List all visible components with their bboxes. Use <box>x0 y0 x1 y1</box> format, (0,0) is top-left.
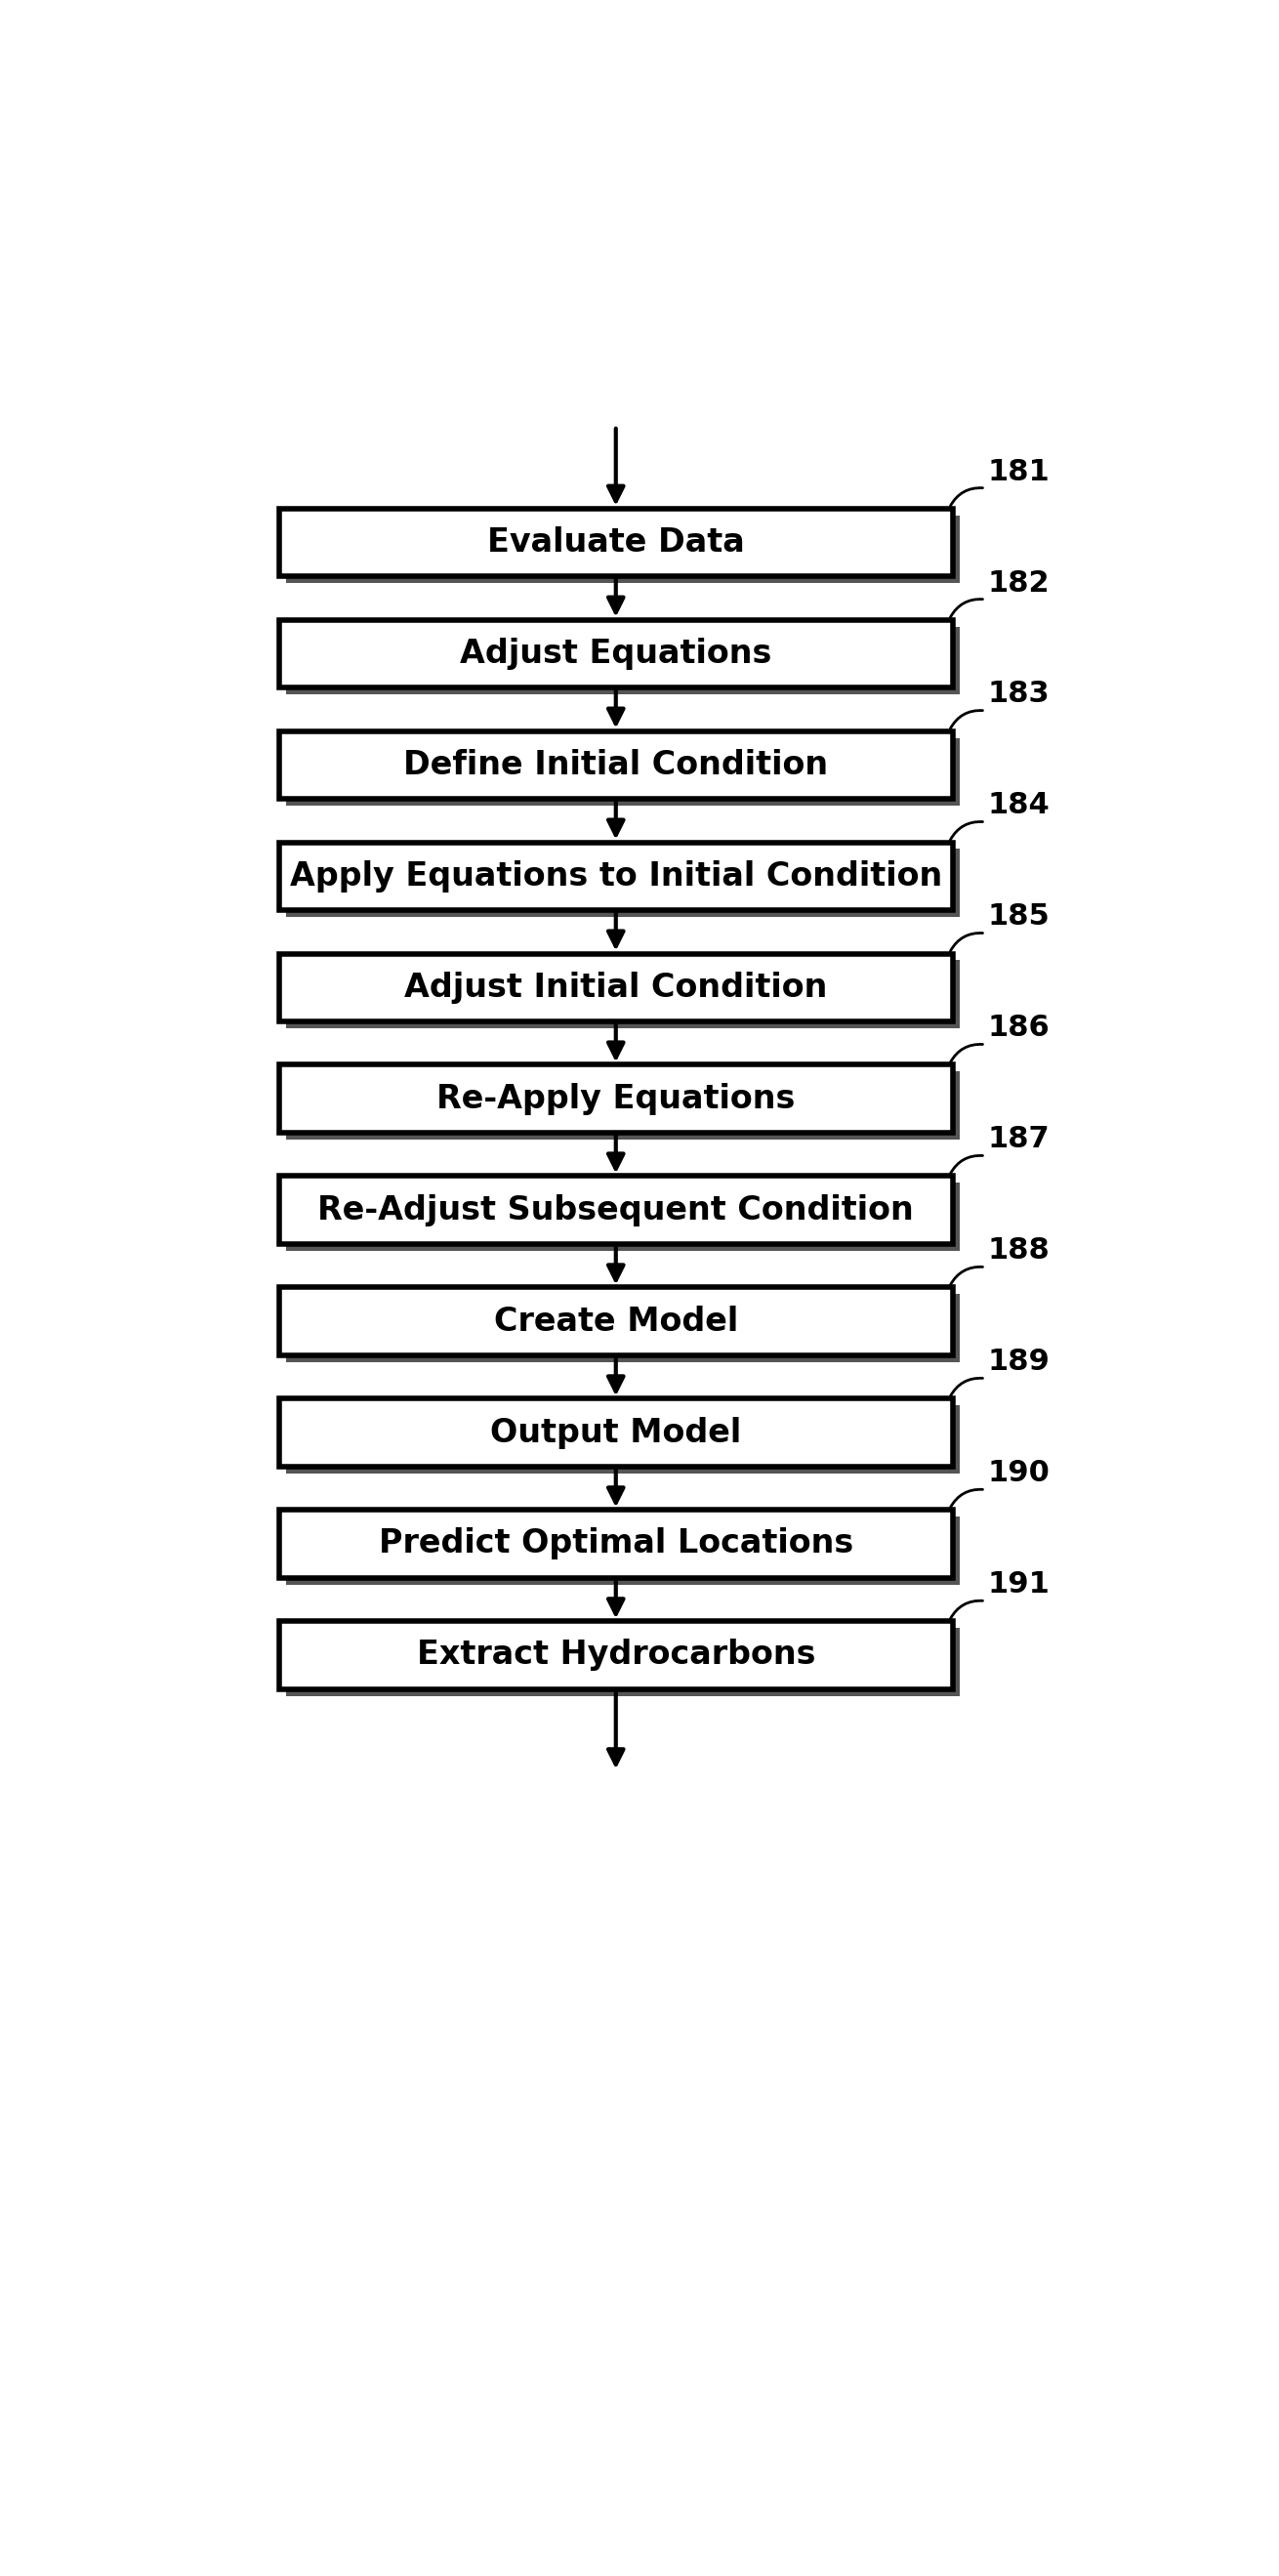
Polygon shape <box>285 1293 959 1363</box>
Polygon shape <box>279 507 953 577</box>
Polygon shape <box>285 1628 959 1695</box>
Text: Re-Apply Equations: Re-Apply Equations <box>436 1082 796 1115</box>
Polygon shape <box>279 1177 953 1244</box>
Polygon shape <box>279 842 953 909</box>
Polygon shape <box>285 1406 959 1473</box>
Polygon shape <box>285 737 959 806</box>
Text: 188: 188 <box>987 1236 1050 1265</box>
Polygon shape <box>279 1510 953 1577</box>
Text: Apply Equations to Initial Condition: Apply Equations to Initial Condition <box>289 860 943 891</box>
Text: Adjust Equations: Adjust Equations <box>460 636 771 670</box>
Polygon shape <box>285 515 959 582</box>
Polygon shape <box>279 1288 953 1355</box>
Text: 183: 183 <box>987 680 1050 708</box>
Text: 189: 189 <box>987 1347 1050 1376</box>
Polygon shape <box>279 1064 953 1133</box>
Polygon shape <box>279 953 953 1020</box>
Polygon shape <box>279 1399 953 1466</box>
Text: Adjust Initial Condition: Adjust Initial Condition <box>404 971 828 1005</box>
Text: 191: 191 <box>987 1571 1050 1600</box>
Text: Evaluate Data: Evaluate Data <box>487 526 744 559</box>
Text: Define Initial Condition: Define Initial Condition <box>403 750 829 781</box>
Text: 181: 181 <box>987 459 1050 487</box>
Polygon shape <box>279 732 953 799</box>
Polygon shape <box>279 1620 953 1690</box>
Polygon shape <box>285 1072 959 1139</box>
Text: Output Model: Output Model <box>490 1417 742 1448</box>
Text: Extract Hydrocarbons: Extract Hydrocarbons <box>417 1638 815 1672</box>
Polygon shape <box>285 1182 959 1249</box>
Polygon shape <box>285 1517 959 1584</box>
Text: 190: 190 <box>987 1458 1050 1486</box>
Text: 182: 182 <box>987 569 1050 598</box>
Text: Create Model: Create Model <box>494 1306 738 1337</box>
Text: 185: 185 <box>987 902 1050 930</box>
Text: 186: 186 <box>987 1015 1050 1043</box>
Polygon shape <box>279 621 953 688</box>
Polygon shape <box>285 961 959 1028</box>
Text: Re-Adjust Subsequent Condition: Re-Adjust Subsequent Condition <box>317 1193 914 1226</box>
Text: 184: 184 <box>987 791 1050 819</box>
Polygon shape <box>285 626 959 693</box>
Polygon shape <box>285 850 959 917</box>
Text: Predict Optimal Locations: Predict Optimal Locations <box>379 1528 853 1561</box>
Text: 187: 187 <box>987 1126 1050 1154</box>
